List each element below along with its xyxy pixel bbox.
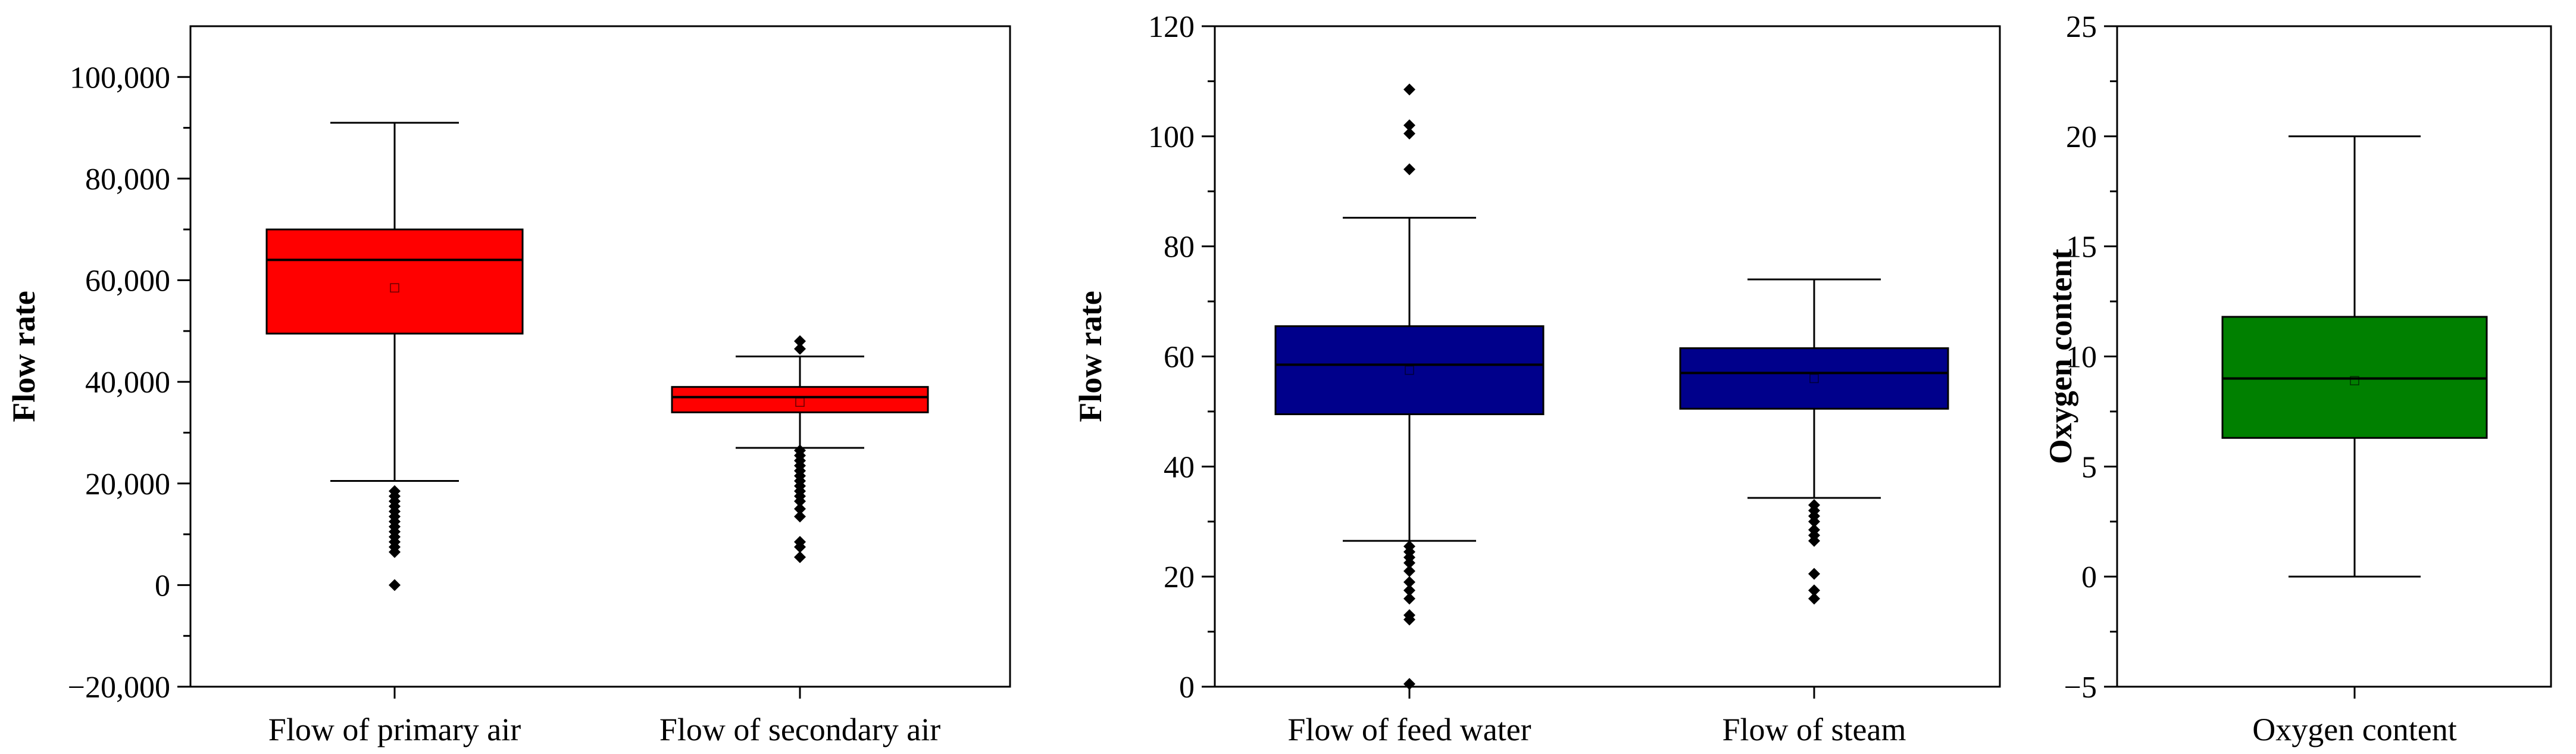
- y-tick-label: 20: [2066, 120, 2097, 154]
- y-tick-label: 20,000: [85, 468, 170, 501]
- iqr-box: [1679, 347, 1949, 410]
- outlier-point: [1403, 127, 1415, 140]
- outlier-point: [389, 485, 401, 497]
- outlier-point: [794, 503, 806, 515]
- mean-marker: [390, 283, 399, 293]
- y-tick-label: 5: [2081, 450, 2097, 484]
- outlier-point: [1403, 576, 1415, 588]
- iqr-box: [265, 228, 524, 335]
- iqr-box: [671, 386, 929, 413]
- x-category-label: Oxygen content: [2252, 712, 2456, 747]
- y-tick-label: 100: [1148, 120, 1195, 154]
- outlier-point: [794, 335, 806, 347]
- y-axis-title: Flow rate: [1073, 291, 1108, 422]
- x-category-label: Flow of primary air: [268, 712, 521, 747]
- y-tick-label: −20,000: [68, 671, 170, 705]
- outlier-point: [1403, 584, 1415, 597]
- outlier-point: [389, 579, 401, 591]
- outlier-point: [1808, 593, 1820, 605]
- x-category-label: Flow of steam: [1722, 712, 1906, 747]
- box-1: Flow of feed water: [1274, 83, 1545, 747]
- outlier-point: [794, 510, 806, 523]
- plot-frame: [189, 25, 1011, 688]
- box-2: Flow of secondary air: [659, 335, 940, 747]
- feed-water-steam-panel: 0 20 40 60 80 100 120 Flow rate Flow of feed wat…: [1073, 10, 2001, 747]
- y-tick-label: 0: [155, 569, 170, 603]
- outlier-point: [1808, 524, 1820, 536]
- y-axis-title: Flow rate: [6, 291, 42, 422]
- outlier-point: [1403, 565, 1415, 577]
- y-tick-label: 60: [1164, 341, 1195, 375]
- x-category-label: Flow of secondary air: [659, 712, 940, 747]
- y-tick-label: 0: [2081, 560, 2097, 594]
- x-category-label: Flow of feed water: [1287, 712, 1531, 747]
- y-axis-title: Oxygen content: [2043, 249, 2078, 464]
- mean-marker: [1809, 373, 1819, 384]
- y-tick-label: 80: [1164, 230, 1195, 264]
- iqr-box: [1274, 325, 1545, 416]
- mean-marker: [1405, 365, 1414, 375]
- y-tick-label: 40: [1164, 450, 1195, 484]
- y-tick-label: 40,000: [85, 366, 170, 400]
- y-tick-label: 10: [2066, 341, 2097, 375]
- outlier-point: [1808, 584, 1820, 597]
- outlier-point: [794, 535, 806, 548]
- y-tick-label: 0: [1179, 671, 1195, 705]
- box-1: Oxygen content: [2221, 135, 2488, 747]
- oxygen-content-panel: −5 0 5 10 15 20 25 Oxygen content Oxygen content: [2043, 10, 2552, 747]
- mean-marker: [795, 397, 805, 407]
- outlier-point: [1403, 540, 1415, 553]
- outlier-point: [1808, 499, 1820, 512]
- outlier-point: [1403, 83, 1415, 96]
- outlier-point: [1403, 609, 1415, 621]
- box-2: Flow of steam: [1679, 278, 1949, 747]
- outlier-point: [794, 342, 806, 355]
- y-tick-label: 120: [1148, 10, 1195, 44]
- outlier-point: [1403, 678, 1415, 690]
- y-tick-label: 15: [2066, 230, 2097, 264]
- y-tick-label: 80,000: [85, 163, 170, 197]
- mean-marker: [2350, 376, 2359, 385]
- outlier-point: [794, 551, 806, 563]
- y-tick-label: 100,000: [70, 61, 170, 95]
- y-tick-label: 20: [1164, 560, 1195, 594]
- outlier-point: [794, 444, 806, 457]
- primary-secondary-air-panel: −20,000 0 20,000 40,000 60,000 80,000 100,000 F…: [6, 25, 1011, 747]
- outlier-point: [1403, 119, 1415, 132]
- outlier-point: [1403, 163, 1415, 176]
- y-tick-label: 25: [2066, 10, 2097, 44]
- outlier-point: [1808, 568, 1820, 580]
- outlier-point: [1403, 593, 1415, 605]
- y-tick-label: 60,000: [85, 264, 170, 298]
- y-tick-label: −5: [2064, 671, 2097, 705]
- box-1: Flow of primary air: [265, 121, 524, 747]
